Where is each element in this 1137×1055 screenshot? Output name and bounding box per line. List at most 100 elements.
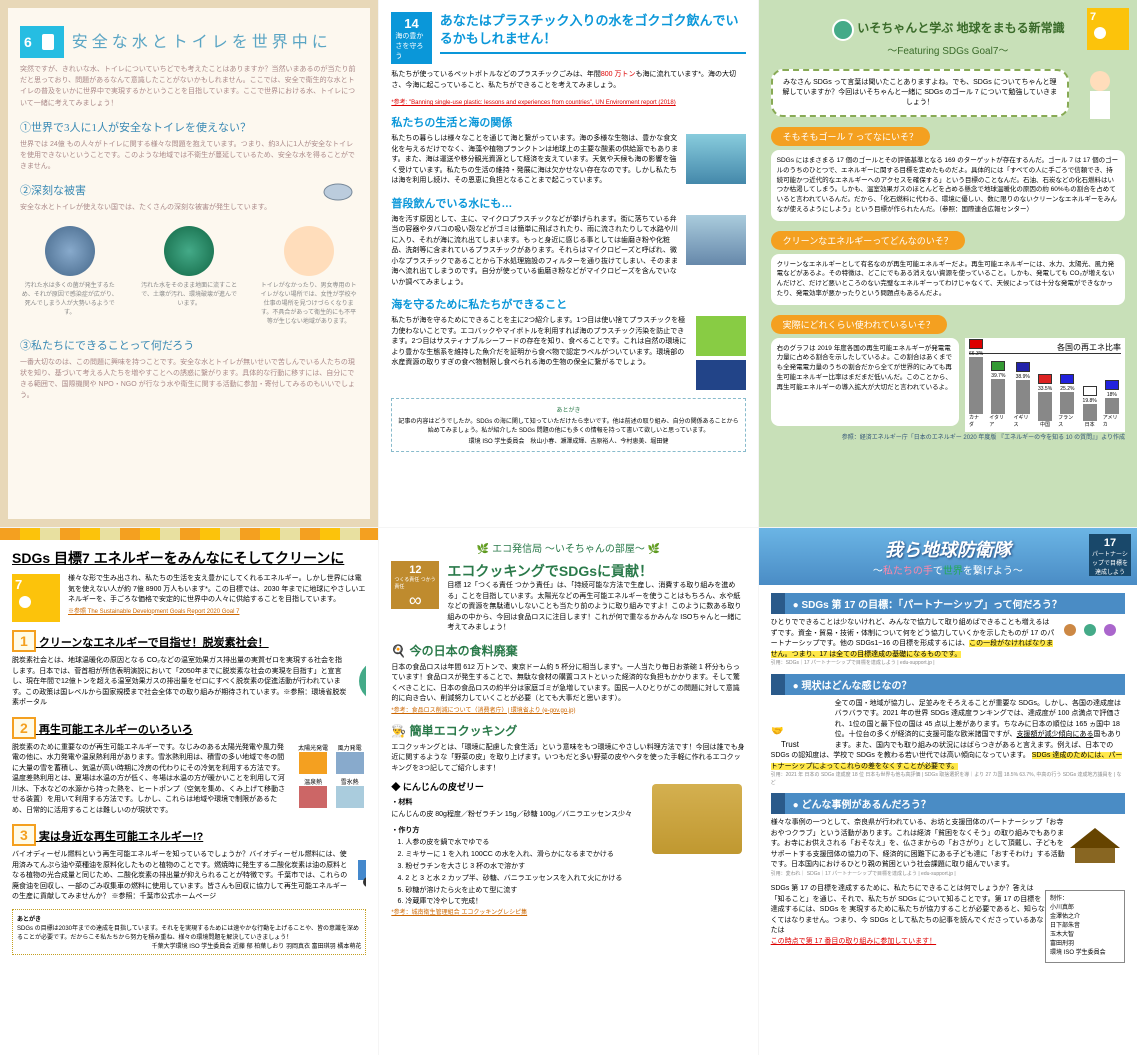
- panel1-h1: ①世界で3人に1人が安全なトイレを使えない？: [20, 119, 358, 135]
- recipe-block: ◆ にんじんの皮ゼリー ・材料 にんじんの皮 80g程度／粉ゼラチン 15g／砂…: [391, 780, 745, 919]
- ocean-image: [686, 134, 746, 184]
- panel-sdg14-plastic: 14 海の豊かさを守ろう あなたはプラスチック入りの水をゴクゴク飲んでいるかもし…: [379, 0, 757, 527]
- panel2-intro: 私たちが使っているペットボトルなどのプラスチックごみは、年間800 万トンも海に…: [391, 70, 745, 91]
- energy-type-icon: 温泉熱: [296, 777, 330, 808]
- chart-bar: 25.2%フランス: [1058, 374, 1076, 428]
- credit-name: 富田刑羽: [1050, 940, 1120, 949]
- truck-icon: [353, 850, 366, 890]
- panel-isochan-goal7: 7 いそちゃんと学ぶ 地球をまもる新常識 〜Featuring SDGs Goa…: [759, 0, 1137, 527]
- germ-block: 汚れた水は多くの菌が発生するため、それが原因で感染症が広がり、死んでしまう人が大…: [20, 226, 119, 325]
- panel4-h1: 1 クリーンなエネルギーで目指せ！脱炭素社会！: [12, 630, 366, 652]
- sdg-badge-12: 12 つくる責任 つかう責任 ∞: [391, 561, 439, 609]
- water-icon: [36, 30, 60, 54]
- toilet-icon: [318, 172, 358, 202]
- sun-icon: [1090, 23, 1110, 43]
- energy-type-icon: 雪氷熱: [333, 777, 367, 808]
- panel4-h3: 3 実は身近な再生可能エネルギー!?: [12, 824, 366, 846]
- panel3-intro: みなさん SDGs って言葉は聞いたことありますよね。でも、SDGs についてち…: [771, 69, 1069, 117]
- sdg-badge-6: 6: [20, 26, 64, 58]
- sdg-badge-7: 7: [12, 574, 60, 622]
- panel2-h1: 私たちの生活と海の関係: [391, 114, 745, 130]
- jelly-photo: [652, 784, 742, 854]
- panel1-icons: 汚れた水は多くの菌が発生するため、それが原因で感染症が広がり、死んでしまう人が大…: [20, 226, 358, 325]
- eco-bag-image: [696, 316, 746, 356]
- panel1-title: 安全な水とトイレを世界中に: [72, 28, 332, 52]
- panel-earth-defense: 17 パートナーシップで目標を達成しよう 我ら地球防衛隊 〜私たちの手で世界を繋…: [759, 528, 1137, 1055]
- panel6-b2: 🤝Trust 全ての国・地域が協力し、足並みをそろえることが重要な SDGs。し…: [771, 699, 1125, 788]
- credit-name: 日下部朱音: [1050, 922, 1120, 931]
- teacher-icon: [1075, 63, 1125, 123]
- panel1-h3: ③私たちにできることって何だろう: [20, 337, 358, 353]
- chart-bar: 19.8%日本: [1083, 386, 1097, 428]
- energy-icons: 太陽光発電風力発電温泉熱雪氷熱: [296, 743, 366, 817]
- panel5-h1: 🍳 今の日本の食料廃棄: [391, 642, 745, 659]
- msc-logo: [696, 360, 746, 390]
- sdg-badge-17: 17 パートナーシップで目標を達成しよう: [1089, 534, 1131, 576]
- panel4-title: SDGs 目標7 エネルギーをみんなにそしてクリーンに: [12, 548, 366, 568]
- recipe-step: 冷蔵庫で冷やして完成！: [405, 896, 745, 908]
- panel1-intro: 突然ですが、きれいな水、トイレについていちどでも考えたことはありますか？当然いま…: [20, 64, 358, 109]
- panel2-title: あなたはプラスチック入りの水をゴクゴク飲んでいるかもしれません！: [440, 12, 746, 54]
- chart-bar: 33.5%中国: [1038, 374, 1052, 428]
- panel-sdg7-energy: SDGs 目標7 エネルギーをみんなにそしてクリーンに 7 様々な形で生み出され…: [0, 528, 378, 1055]
- panel6-b1: ひとりでできることは少ないけれど、みんなで協力して取り組めばできることも増えるは…: [771, 618, 1125, 668]
- panel1-b1: 世界では 24億 もの人々がトイレに関する様々な問題を抱えています。つまり、約3…: [20, 139, 358, 173]
- panel5-h2: 👨‍🍳 簡単エコクッキング: [391, 722, 745, 739]
- credit-name: 環境 ISO 学生委員会: [1050, 949, 1120, 958]
- panel2-b3: 私たちが海を守るためにできることを主に2つ紹介します。1つ目は使い捨てプラスチッ…: [391, 316, 689, 390]
- sdg-badge-14: 14 海の豊かさを守ろう: [391, 12, 431, 64]
- credit-name: 金澤佑之介: [1050, 913, 1120, 922]
- credit-name: 小川真郎: [1050, 904, 1120, 913]
- panel2-afterword: あとがき 記事の内容はどうでしたか。SDGs の海に関して知っていただけたら幸い…: [391, 398, 745, 452]
- recipe-step: 2 と 3 と水 2 カップ半、砂糖、バニラエッセンスを入れて火にかける: [405, 873, 745, 885]
- qa-2: クリーンなエネルギーってどんなのいそ？ クリーンなエネルギーとして有名なのが再生…: [771, 227, 1125, 305]
- qa-1: そもそもゴール 7 ってなにいそ？ SDGs にはまさまる 17 個のゴールとそ…: [771, 123, 1125, 221]
- face-block: トイレがなかったり、男女専用のトイレがない場所では、女性が学校や仕事の場所を見つ…: [259, 226, 358, 325]
- decorative-border: [0, 528, 378, 540]
- globe-icon: [354, 656, 366, 706]
- germ-icon: [45, 226, 95, 276]
- panel6-closing: 制作： 小川真郎金澤佑之介日下部朱音玉木大智富田刑羽環境 ISO 学生委員会 S…: [771, 884, 1125, 947]
- energy-type-icon: 風力発電: [333, 743, 367, 774]
- sdg-badge-7-corner: 7: [1087, 8, 1129, 50]
- credit-name: 玉木大智: [1050, 931, 1120, 940]
- station-header: 🌿 エコ発信局 〜いそちゃんの部屋〜 🌿: [391, 540, 745, 555]
- panel2-h2: 普段飲んでいる水にも…: [391, 195, 745, 211]
- panel4-h2: 2 再生可能エネルギーのいろいろ: [12, 717, 366, 739]
- earth-mascot-icon: [831, 18, 855, 42]
- handshake-icon: 🤝 Trust: [771, 699, 831, 749]
- face-icon: [284, 226, 334, 276]
- panel4-afterword: あとがき SDGs の目標は2030年までの達成を目指しています。それをを実現す…: [12, 909, 366, 955]
- panel6-h1: ● SDGs 第 17 の目標：「パートナーシップ」って何だろう？: [771, 593, 1125, 614]
- panel6-h2: ● 現状はどんな感じなの？: [771, 674, 1125, 695]
- panel2-b2: 海を汚す原因として、主に、マイクロプラスチックなどが挙げられます。街に落ちている…: [391, 215, 679, 289]
- recipe-step: 粉ゼラチンを大さじ 3 杯の水で溶かす: [405, 861, 745, 873]
- chart-bar: 38.9%イギリス: [1013, 362, 1031, 427]
- sun-icon: [15, 592, 35, 612]
- recipe-step: 砂糖が溶けたら火を止めて型に流す: [405, 885, 745, 897]
- chart-bar: 66.3%カナダ: [969, 339, 983, 428]
- earth-icon: [164, 226, 214, 276]
- panel2-source: *参考: "Banning single-use plastic: lesson…: [391, 97, 745, 106]
- energy-type-icon: 太陽光発電: [296, 743, 330, 774]
- panel1-h2: ②深刻な被害: [20, 182, 358, 198]
- panel-sdg6-water: 6 安全な水とトイレを世界中に 突然ですが、きれいな水、トイレについていちどでも…: [0, 0, 378, 527]
- panel2-b1: 私たちの暮らしは様々なことを通じて海と繋がっています。海の多様な生物は、豊かな食…: [391, 134, 679, 187]
- svg-text:Trust: Trust: [781, 740, 800, 749]
- svg-text:🤝: 🤝: [771, 726, 783, 737]
- panel-eco-cooking: 🌿 エコ発信局 〜いそちゃんの部屋〜 🌿 12 つくる責任 つかう責任 ∞ エコ…: [379, 528, 757, 1055]
- panel5-title: エコクッキングでSDGsに貢献！: [447, 561, 745, 581]
- panel6-header: 17 パートナーシップで目標を達成しよう 我ら地球防衛隊 〜私たちの手で世界を繋…: [759, 528, 1137, 585]
- panel3-source: 参照：経済エネルギー庁「日本のエネルギー 2020 年度版 『エネルギーの今を知…: [771, 432, 1125, 441]
- credits-box: 制作： 小川真郎金澤佑之介日下部朱音玉木大智富田刑羽環境 ISO 学生委員会: [1045, 890, 1125, 963]
- chart-bar: 18%アメリカ: [1103, 380, 1121, 427]
- panel1-b3: 一番大切なのは、この問題に興味を持つことです。安全な水とトイレが無いせいで苦しん…: [20, 357, 358, 402]
- chart-bar: 39.7%イタリア: [989, 361, 1007, 427]
- shrine-icon: [1065, 818, 1125, 868]
- panel1-b2: 安全な水とトイレが使えない国では、たくさんの深刻な被害が発生しています。: [20, 202, 358, 213]
- renewable-chart: 各国の再エネ比率 66.3%カナダ39.7%イタリア38.9%イギリス33.5%…: [965, 338, 1125, 432]
- panel2-h3: 海を守るために私たちができること: [391, 296, 745, 312]
- panel6-h3: ● どんな事例があるんだろう？: [771, 793, 1125, 814]
- earth-block: 汚れた水をそのまま地面に流すことで、土壌が汚れ、環境破壊が進んでいます。: [139, 226, 238, 325]
- qa-3: 実際にどれくらい使われているいそ？ 右のグラフは 2019 年度各国の再生可能エ…: [771, 311, 1125, 432]
